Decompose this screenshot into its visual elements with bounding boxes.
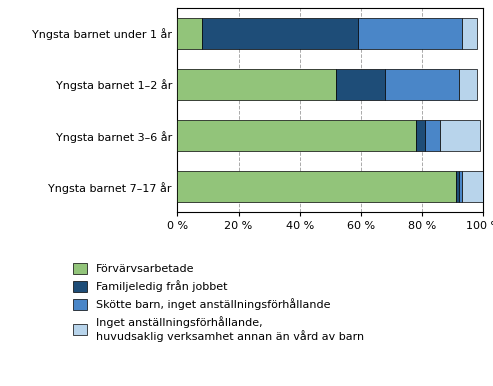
Bar	[440, 120, 480, 151]
Bar	[462, 18, 477, 49]
Bar	[462, 171, 483, 202]
Bar	[425, 120, 440, 151]
Bar	[202, 18, 358, 49]
Bar	[177, 69, 336, 100]
Bar	[177, 18, 202, 49]
Bar	[458, 69, 477, 100]
Bar	[336, 69, 386, 100]
Bar	[386, 69, 458, 100]
Bar	[458, 171, 462, 202]
Legend: Förvärvsarbetade, Familjeledig från jobbet, Skötte barn, inget anställningsförhå: Förvärvsarbetade, Familjeledig från jobb…	[73, 263, 364, 342]
Bar	[358, 18, 462, 49]
Bar	[416, 120, 425, 151]
Bar	[177, 120, 416, 151]
Bar	[456, 171, 458, 202]
Bar	[177, 171, 456, 202]
